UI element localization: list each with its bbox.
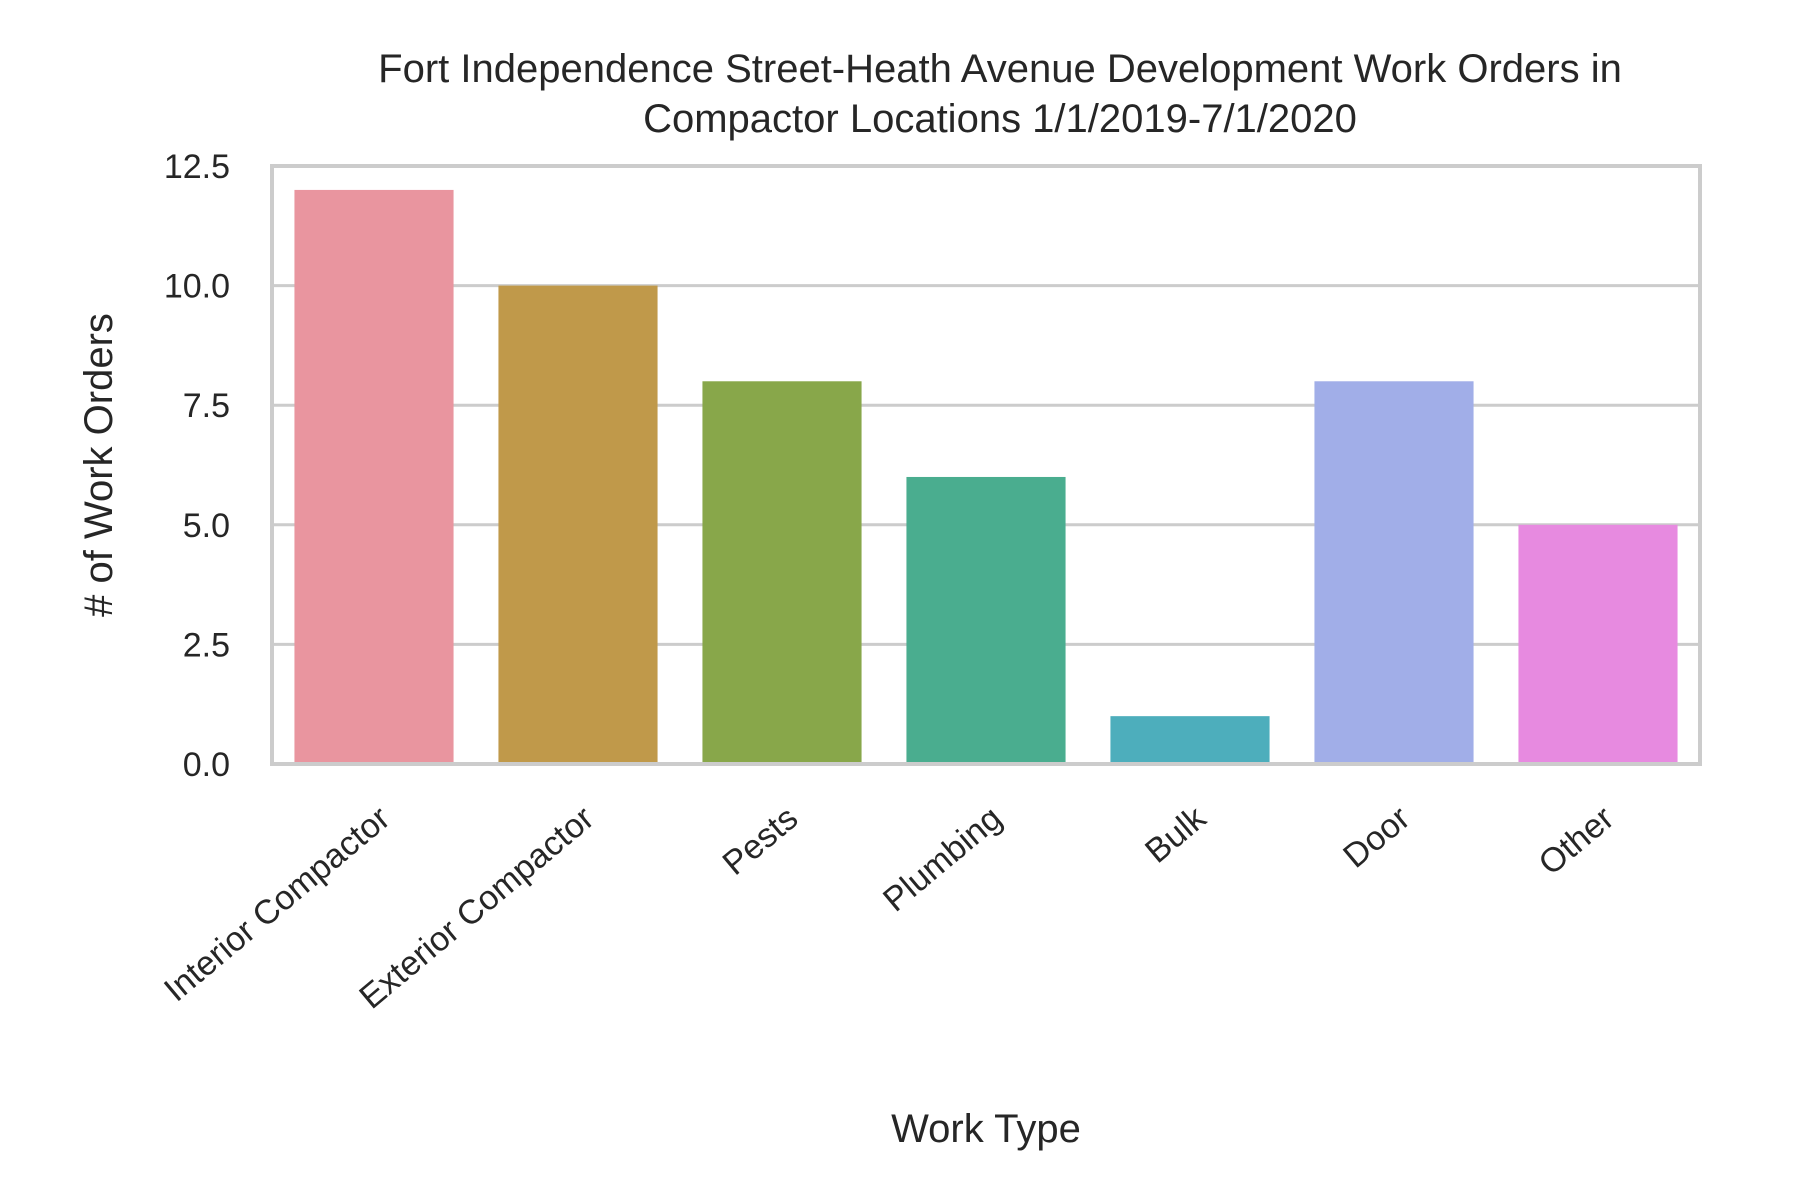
plot-frame: [270, 164, 1702, 766]
bars: [294, 189, 1678, 765]
bar-exterior-compactor: [498, 285, 658, 764]
y-axis-label: # of Work Orders: [77, 313, 121, 617]
chart-title-line-1: Fort Independence Street-Heath Avenue De…: [378, 47, 1622, 91]
x-tick-label: Interior Compactor: [157, 799, 397, 1009]
y-tick-labels: 0.0 2.5 5.0 7.5 10.0 12.5: [164, 148, 230, 784]
x-axis-label: Work Type: [891, 1107, 1081, 1151]
y-tick-label: 0.0: [183, 746, 230, 784]
bar-plumbing: [906, 476, 1066, 764]
bar-pests: [702, 381, 862, 764]
y-tick-label: 5.0: [183, 507, 230, 545]
x-tick-label: Pests: [716, 799, 806, 883]
bar-other: [1518, 524, 1678, 764]
chart-title-line-2: Compactor Locations 1/1/2019-7/1/2020: [643, 97, 1357, 141]
y-tick-label: 7.5: [183, 387, 230, 425]
x-tick-label: Door: [1336, 799, 1417, 875]
x-tick-label: Other: [1532, 799, 1622, 883]
bar-interior-compactor: [294, 189, 454, 765]
bar-bulk: [1110, 716, 1270, 764]
y-tick-label: 2.5: [183, 626, 230, 664]
y-tick-label: 10.0: [164, 268, 230, 306]
y-tick-label: 12.5: [164, 148, 230, 186]
bar-door: [1314, 381, 1474, 764]
x-tick-label: Plumbing: [876, 799, 1009, 919]
x-tick-label: Bulk: [1138, 798, 1214, 870]
